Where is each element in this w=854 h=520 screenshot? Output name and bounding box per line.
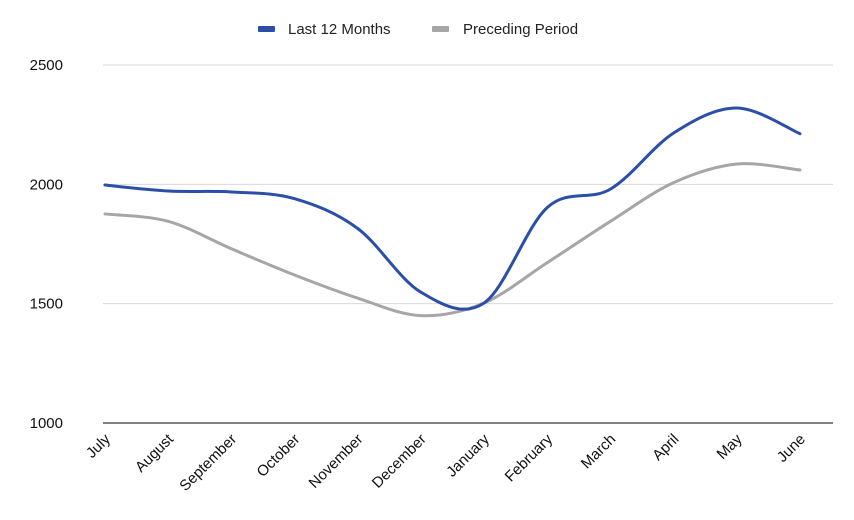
x-tick-label: August (132, 430, 178, 476)
x-tick-label: June (774, 431, 809, 466)
series-lines (103, 106, 802, 318)
gridlines (103, 64, 833, 424)
x-tick-label: February (502, 430, 557, 485)
legend-swatch (432, 26, 449, 32)
y-tick-label: 2000 (30, 176, 63, 193)
legend-label: Preceding Period (463, 21, 578, 38)
legend-swatch (258, 26, 275, 32)
y-tick-label: 2500 (30, 57, 63, 74)
x-tick-label: November (306, 431, 367, 492)
x-axis-ticks: July August September October November Decemb… (83, 430, 809, 494)
x-tick-label: May (714, 430, 746, 462)
y-axis-ticks: 1000 1500 2000 2500 (30, 57, 63, 432)
x-tick-label: December (369, 431, 430, 492)
x-tick-label: October (254, 431, 304, 481)
y-tick-label: 1500 (30, 296, 63, 313)
x-tick-label: January (443, 430, 493, 480)
x-tick-label: April (649, 431, 682, 464)
x-tick-label: March (578, 431, 619, 472)
x-tick-label: July (83, 430, 114, 461)
legend-label: Last 12 Months (288, 21, 391, 38)
y-tick-label: 1000 (30, 415, 63, 432)
legend: Last 12 Months Preceding Period (258, 21, 578, 38)
x-tick-label: September (176, 431, 240, 495)
series-line-preceding-period (103, 162, 802, 318)
series-line-last-12-months (103, 106, 802, 311)
